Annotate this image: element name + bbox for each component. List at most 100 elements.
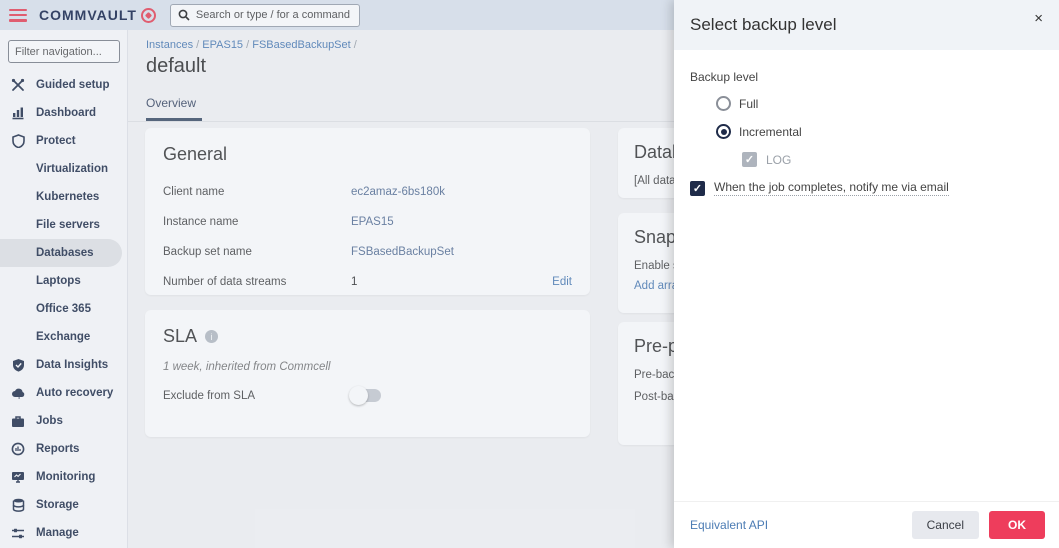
notify-checkbox-row[interactable]: ✓ When the job completes, notify me via … xyxy=(690,180,1043,196)
page-title: default xyxy=(146,55,207,77)
general-row-instance-name: Instance name EPAS15 xyxy=(163,207,572,237)
client-name-value: ec2amaz-6bs180k xyxy=(351,186,445,198)
row-label: Client name xyxy=(163,186,225,198)
brand-logo: COMMVAULT xyxy=(39,7,156,23)
notify-checkbox[interactable]: ✓ xyxy=(690,180,705,196)
sidebar-item-label: Monitoring xyxy=(36,471,96,483)
sidebar-item-label: Auto recovery xyxy=(36,387,114,399)
row-label: Instance name xyxy=(163,216,239,228)
instance-name-value: EPAS15 xyxy=(351,216,394,228)
row-label: Exclude from SLA xyxy=(163,389,256,402)
global-search[interactable] xyxy=(169,3,360,27)
breadcrumb-separator: / xyxy=(246,39,250,51)
shield-check-icon xyxy=(10,357,26,373)
radio-full-control[interactable] xyxy=(716,96,731,111)
select-backup-level-dialog: Select backup level × Backup level Full … xyxy=(674,0,1059,548)
dialog-body: Backup level Full Incremental ✓ LOG ✓ Wh… xyxy=(674,50,1059,501)
sla-card: SLA i 1 week, inherited from Commcell Ex… xyxy=(145,310,590,437)
dialog-title: Select backup level xyxy=(690,15,837,34)
search-icon xyxy=(178,9,190,21)
sidebar-item-data-insights[interactable]: Data Insights xyxy=(0,351,127,379)
sidebar-item-databases[interactable]: Databases xyxy=(0,239,122,267)
database-icon xyxy=(10,497,26,513)
sidebar-item-office-365[interactable]: Office 365 xyxy=(0,295,127,323)
breadcrumb-epas15[interactable]: EPAS15 xyxy=(202,39,244,51)
tab-overview[interactable]: Overview xyxy=(146,96,202,121)
breadcrumb-fsbasedbackupset[interactable]: FSBasedBackupSet xyxy=(252,39,351,51)
monitor-icon xyxy=(10,469,26,485)
sidebar-item-jobs[interactable]: Jobs xyxy=(0,407,127,435)
log-checkbox-row: ✓ LOG xyxy=(742,152,1043,167)
sidebar-item-auto-recovery[interactable]: Auto recovery xyxy=(0,379,127,407)
sidebar-item-guided-setup[interactable]: Guided setup xyxy=(0,71,127,99)
data-streams-value: 1 xyxy=(351,276,358,288)
general-row-backup-set-name: Backup set name FSBasedBackupSet xyxy=(163,237,572,267)
radio-full[interactable]: Full xyxy=(716,96,1043,111)
commvault-logo-icon xyxy=(140,7,156,23)
sidebar-item-storage[interactable]: Storage xyxy=(0,491,127,519)
shield-icon xyxy=(10,133,26,149)
log-checkbox-label: LOG xyxy=(766,152,792,167)
breadcrumb: Instances / EPAS15 / FSBasedBackupSet / xyxy=(128,30,1059,51)
sidebar-item-monitoring[interactable]: Monitoring xyxy=(0,463,127,491)
sidebar-item-label: Manage xyxy=(36,527,79,539)
hamburger-menu-icon[interactable] xyxy=(9,8,27,22)
sla-subtitle: 1 week, inherited from Commcell xyxy=(163,361,331,373)
general-row-client-name: Client name ec2amaz-6bs180k xyxy=(163,177,572,207)
sidebar: Guided setup Dashboard Protect Virtualiz… xyxy=(0,30,128,548)
sidebar-item-label: Laptops xyxy=(36,275,81,287)
sidebar-item-exchange[interactable]: Exchange xyxy=(0,323,127,351)
edit-link[interactable]: Edit xyxy=(552,276,572,288)
general-card-title: General xyxy=(163,144,228,164)
breadcrumb-separator: / xyxy=(353,39,357,51)
general-row-data-streams: Number of data streams 1 Edit xyxy=(163,267,572,295)
dashboard-icon xyxy=(10,105,26,121)
sidebar-item-label: Jobs xyxy=(36,415,63,427)
notify-checkbox-label: When the job completes, notify me via em… xyxy=(714,180,949,196)
radio-incremental-control[interactable] xyxy=(716,124,731,139)
exclude-from-sla-toggle[interactable] xyxy=(349,386,381,405)
cloud-recovery-icon xyxy=(10,385,26,401)
breadcrumb-separator: / xyxy=(196,39,200,51)
ok-button[interactable]: OK xyxy=(989,511,1045,539)
sidebar-item-reports[interactable]: Reports xyxy=(0,435,127,463)
info-icon[interactable]: i xyxy=(205,330,219,343)
sidebar-item-label: Guided setup xyxy=(36,79,110,91)
radio-incremental[interactable]: Incremental xyxy=(716,124,1043,139)
sidebar-item-label: Kubernetes xyxy=(36,191,100,203)
equivalent-api-link[interactable]: Equivalent API xyxy=(690,518,769,532)
sidebar-item-file-servers[interactable]: File servers xyxy=(0,211,127,239)
briefcase-icon xyxy=(10,413,26,429)
search-input[interactable] xyxy=(195,9,352,21)
sla-row-exclude: Exclude from SLA xyxy=(163,386,572,405)
sidebar-item-label: Databases xyxy=(36,247,94,259)
sidebar-item-protect[interactable]: Protect xyxy=(0,127,127,155)
sidebar-item-laptops[interactable]: Laptops xyxy=(0,267,127,295)
dialog-header: Select backup level × xyxy=(674,0,1059,50)
sidebar-item-kubernetes[interactable]: Kubernetes xyxy=(0,183,127,211)
brand-text: COMMVAULT xyxy=(39,7,137,23)
row-label: Number of data streams xyxy=(163,276,287,288)
backup-level-group-label: Backup level xyxy=(690,70,759,84)
row-label: Backup set name xyxy=(163,246,252,258)
cancel-button[interactable]: Cancel xyxy=(911,511,979,539)
sidebar-item-label: Exchange xyxy=(36,331,91,343)
pie-chart-icon xyxy=(10,441,26,457)
backup-set-name-value: FSBasedBackupSet xyxy=(351,246,454,258)
breadcrumb-instances[interactable]: Instances xyxy=(146,39,194,51)
radio-full-label: Full xyxy=(739,96,759,111)
sidebar-item-manage[interactable]: Manage xyxy=(0,519,127,547)
sidebar-item-dashboard[interactable]: Dashboard xyxy=(0,99,127,127)
sidebar-item-virtualization[interactable]: Virtualization xyxy=(0,155,127,183)
filter-navigation-input[interactable] xyxy=(8,40,120,63)
tab-bar: Overview xyxy=(128,94,1059,122)
sla-card-title: SLA xyxy=(163,326,198,346)
dialog-footer: Equivalent API Cancel OK xyxy=(674,501,1059,548)
sidebar-item-label: Dashboard xyxy=(36,107,97,119)
sidebar-item-label: Protect xyxy=(36,135,76,147)
add-array-link[interactable]: Add array xyxy=(634,280,684,292)
sidebar-item-label: Data Insights xyxy=(36,359,109,371)
close-icon[interactable]: × xyxy=(1034,10,1043,27)
tools-icon xyxy=(10,77,26,93)
sliders-icon xyxy=(10,525,26,541)
